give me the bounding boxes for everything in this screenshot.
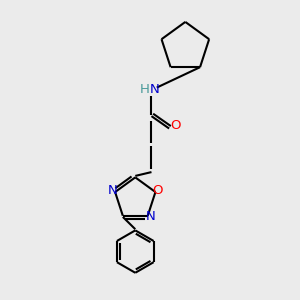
Text: O: O	[170, 119, 180, 132]
Text: N: N	[146, 210, 156, 224]
Text: N: N	[150, 82, 160, 95]
Text: H: H	[140, 82, 150, 95]
Text: O: O	[152, 184, 163, 197]
Text: N: N	[107, 184, 117, 197]
